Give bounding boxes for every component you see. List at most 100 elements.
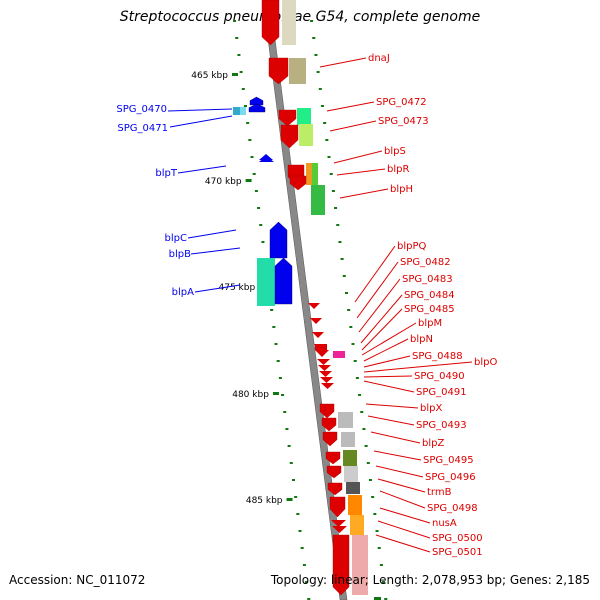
label-leader-right xyxy=(377,478,426,493)
label-leader-right xyxy=(363,338,409,362)
label-leader-left xyxy=(190,247,241,255)
reverse-gene-arrow xyxy=(310,318,322,324)
gene-label-left: blpA xyxy=(172,287,194,298)
scale-label: 480 kbp xyxy=(232,390,269,400)
tick-mark-left xyxy=(287,445,291,447)
tick-mark-left xyxy=(246,122,250,124)
tick-mark-right xyxy=(342,275,346,277)
genome-title: Streptococcus pneumoniae G54, complete g… xyxy=(119,9,481,25)
reverse-gene-arrow xyxy=(332,526,347,533)
label-leader-right xyxy=(333,150,383,164)
tick-mark-right xyxy=(316,71,320,73)
tick-mark-right xyxy=(377,547,381,549)
label-leader-right xyxy=(379,507,431,524)
label-leader-left xyxy=(194,284,241,293)
tick-mark-right xyxy=(331,190,335,192)
tick-mark-left xyxy=(272,326,276,328)
reverse-gene xyxy=(315,344,327,350)
gene-labels: SPG_0470 SPG_0471 blpT blpC blpB blpA dnaJ SPG_… xyxy=(116,53,497,558)
reverse-gene-arrow xyxy=(318,365,331,371)
tick-mark-right xyxy=(334,207,338,209)
label-leader-right xyxy=(326,101,375,112)
gene-band xyxy=(289,58,306,84)
tick-mark-right xyxy=(351,343,355,345)
gene-band xyxy=(299,124,313,146)
tick-mark-right xyxy=(364,445,368,447)
gene-label-right: blpPQ xyxy=(397,241,427,252)
tick-mark-right xyxy=(325,139,329,141)
gene-band xyxy=(257,258,275,306)
tick-mark-right xyxy=(318,88,322,90)
scale-label: 465 kbp xyxy=(191,71,228,81)
reverse-gene-arrow xyxy=(325,451,341,465)
gene-band xyxy=(311,185,325,215)
gene-label-right: blpM xyxy=(418,318,442,329)
tick-mark-left xyxy=(237,54,241,56)
label-leader-right xyxy=(329,120,377,132)
label-leader-right xyxy=(367,415,415,426)
scale-tick xyxy=(231,73,238,76)
label-leader-right xyxy=(375,534,431,553)
gene-label-left: blpT xyxy=(155,168,177,179)
label-leader-right xyxy=(363,361,473,373)
tick-mark-right xyxy=(375,530,379,532)
gene-band xyxy=(333,351,345,358)
gene-label-right: SPG_0473 xyxy=(378,116,429,127)
scale-label: 470 kbp xyxy=(205,177,242,187)
scale-labels: 465 kbp 470 kbp 475 kbp 480 kbp 485 kbp xyxy=(191,71,293,506)
tick-mark-left xyxy=(254,190,258,192)
tick-mark-right xyxy=(362,428,366,430)
reverse-gene-arrow xyxy=(321,417,337,432)
tick-mark-right xyxy=(349,326,353,328)
reverse-gene-arrow xyxy=(289,175,307,191)
scale-tick xyxy=(286,498,293,501)
gene-label-right: trmB xyxy=(427,487,452,498)
tick-mark-left xyxy=(270,309,274,311)
reverse-gene-arrow xyxy=(319,371,332,377)
scale-tick xyxy=(245,179,252,182)
gene-label-right: SPG_0488 xyxy=(412,351,463,362)
tick-mark-left xyxy=(250,156,254,158)
gene-band xyxy=(297,108,311,125)
label-leader-right xyxy=(354,245,396,303)
reverse-gene-arrow xyxy=(332,534,350,596)
gene-label-right: SPG_0496 xyxy=(425,472,476,483)
gene-features xyxy=(233,0,381,600)
label-leader-right xyxy=(361,308,403,351)
gene-band xyxy=(343,450,357,466)
reverse-gene-arrow xyxy=(261,0,280,46)
tick-mark-left xyxy=(261,241,265,243)
tick-mark-left xyxy=(241,88,245,90)
tick-mark-right xyxy=(373,513,377,515)
tick-mark-right xyxy=(312,37,316,39)
tick-mark-right xyxy=(355,377,359,379)
tick-mark-right xyxy=(344,292,348,294)
forward-gene-arrow xyxy=(249,96,264,106)
gene-label-left: blpB xyxy=(169,249,191,260)
gene-label-right: dnaJ xyxy=(368,53,390,64)
tick-mark-left xyxy=(302,564,306,566)
label-leader-right xyxy=(370,431,421,444)
label-leader-right xyxy=(339,188,389,199)
gene-label-left: SPG_0470 xyxy=(116,104,167,115)
gene-label-right: SPG_0490 xyxy=(414,371,465,382)
label-leader-left xyxy=(177,165,227,174)
tick-mark-right xyxy=(379,564,383,566)
label-leader-right xyxy=(360,294,403,344)
gene-label-right: blpH xyxy=(390,184,413,195)
gene-label-right: SPG_0491 xyxy=(416,387,467,398)
forward-gene-arrow xyxy=(274,257,293,305)
tick-mark-left xyxy=(285,428,289,430)
gene-band xyxy=(341,432,355,447)
tick-mark-right xyxy=(320,105,324,107)
reverse-gene-arrow xyxy=(331,520,346,527)
gene-band xyxy=(338,412,353,428)
tick-mark-left xyxy=(283,411,287,413)
label-leader-left xyxy=(187,229,237,239)
tick-mark-right xyxy=(382,581,386,583)
scale-tick xyxy=(272,392,279,395)
label-leader-right xyxy=(363,380,415,393)
reverse-gene-arrow xyxy=(321,383,334,389)
